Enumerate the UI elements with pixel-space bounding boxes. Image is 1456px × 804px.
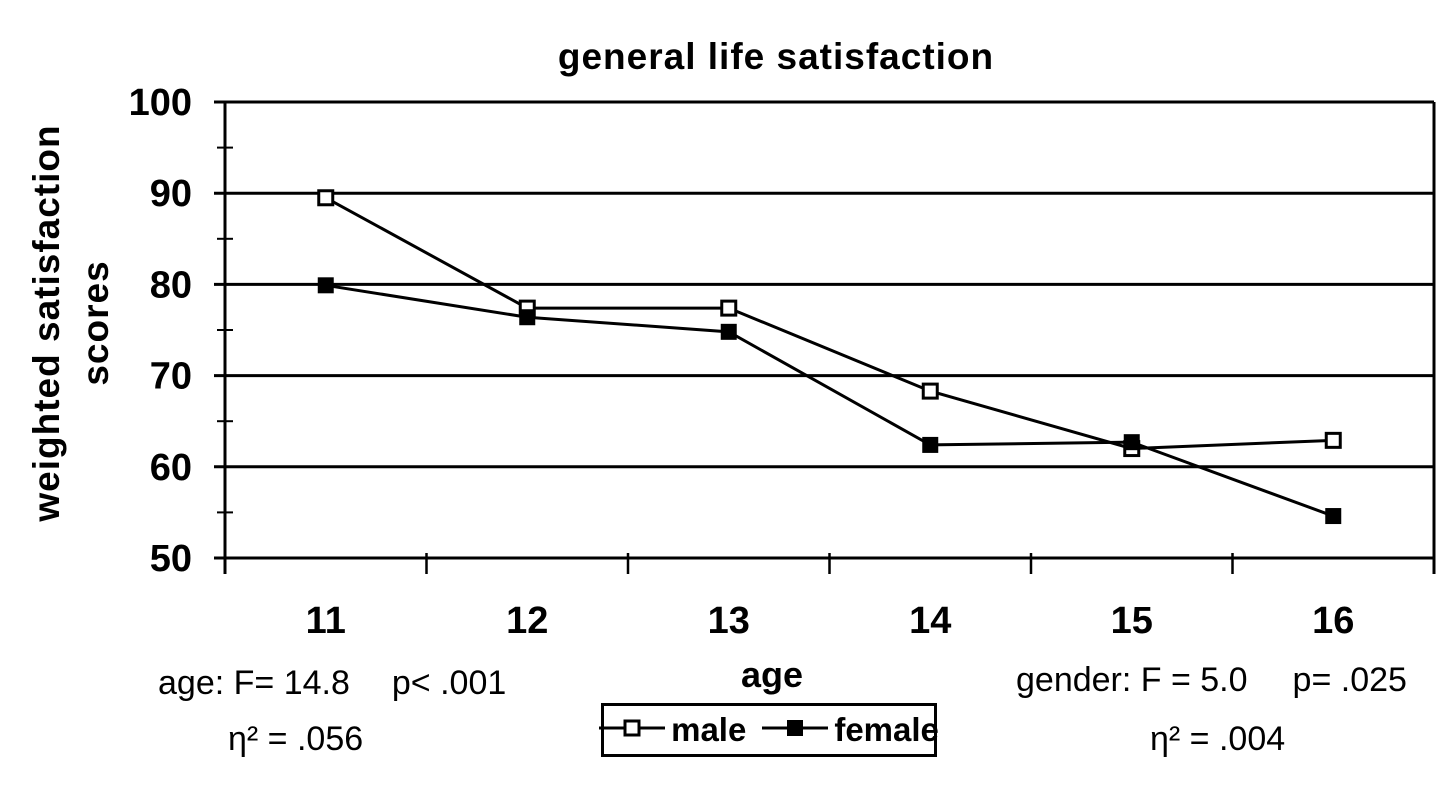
x-tick-label-14: 14	[909, 600, 951, 642]
x-tick-label-11: 11	[306, 600, 346, 642]
male-series-marker-icon	[599, 717, 666, 744]
legend-item-female: female	[762, 711, 939, 749]
marker-male-16	[1324, 431, 1342, 449]
legend-label-male: male	[671, 711, 747, 748]
y-tick-label-80: 80	[150, 264, 192, 306]
x-tick-label-16: 16	[1312, 600, 1354, 642]
marker-female-11	[317, 277, 334, 294]
age-stats: age: F= 14.8 p< .001	[158, 664, 506, 703]
marker-female-16	[1325, 508, 1342, 525]
y-tick-label-70: 70	[150, 356, 192, 398]
x-tick-label-15: 15	[1111, 600, 1153, 642]
marker-male-11	[317, 189, 335, 207]
gender-f-stat: gender: F = 5.0	[1016, 661, 1248, 699]
chart-title: general life satisfaction	[557, 36, 995, 77]
y-tick-label-100: 100	[129, 82, 192, 124]
legend: male female	[599, 703, 939, 757]
y-tick-label-90: 90	[150, 173, 192, 215]
age-p-value: p< .001	[391, 664, 507, 702]
y-tick-label-60: 60	[150, 447, 192, 489]
gender-stats: gender: F = 5.0 p= .025	[1016, 661, 1407, 700]
marker-male-13	[720, 299, 738, 317]
female-series-marker-icon	[762, 717, 829, 744]
legend-item-male: male	[599, 711, 746, 749]
marker-female-14	[922, 436, 939, 453]
series-line-male	[325, 196, 1334, 451]
series-line-female	[325, 283, 1334, 518]
x-tick-label-13: 13	[708, 600, 750, 642]
age-f-stat: age: F= 14.8	[158, 664, 350, 702]
marker-female-13	[720, 323, 737, 340]
y-tick-label-50: 50	[150, 538, 192, 580]
x-tick-label-12: 12	[506, 600, 548, 642]
x-axis-title: age	[740, 654, 804, 695]
legend-label-female: female	[834, 711, 939, 748]
gender-eta-squared: η² = .004	[1150, 720, 1286, 758]
marker-female-12	[519, 309, 536, 326]
age-eta-squared: η² = .056	[228, 720, 364, 758]
marker-male-14	[921, 382, 939, 400]
gender-p-value: p= .025	[1292, 661, 1407, 699]
marker-female-15	[1123, 434, 1140, 451]
